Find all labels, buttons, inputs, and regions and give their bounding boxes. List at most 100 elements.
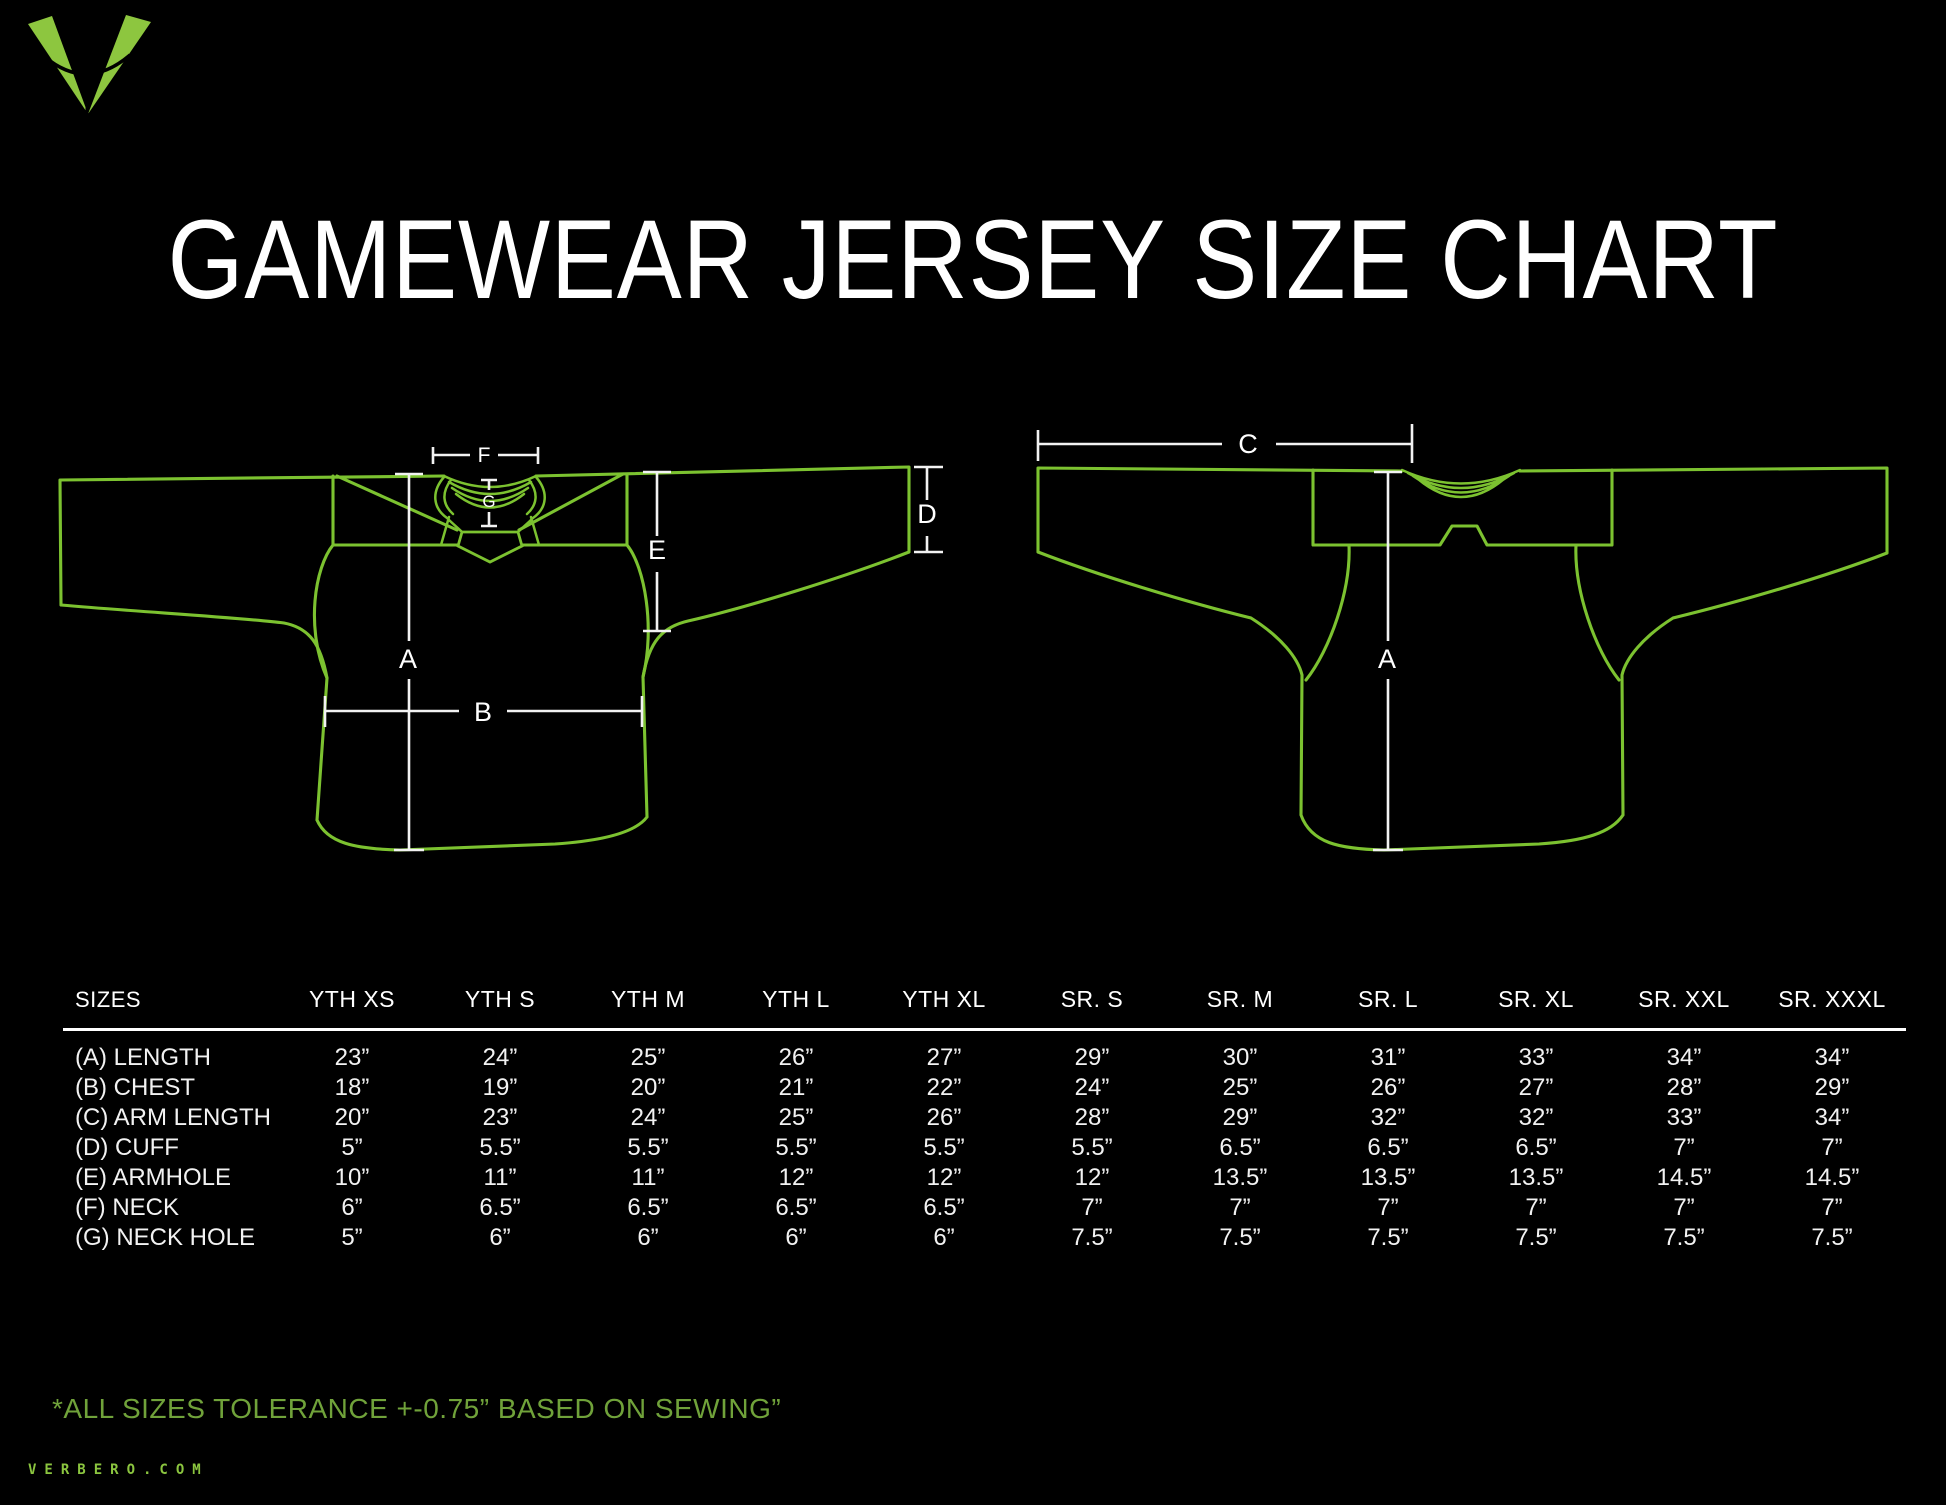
- row-label: (E) ARMHOLE: [75, 1164, 232, 1191]
- size-cell: 7”: [1673, 1134, 1695, 1161]
- size-cell: 24”: [482, 1044, 518, 1071]
- row-label: (C) ARM LENGTH: [75, 1104, 272, 1131]
- front-collar-shield: [456, 530, 524, 564]
- size-cell: 7.5”: [1663, 1224, 1705, 1251]
- size-cell: 5”: [341, 1224, 363, 1251]
- size-cell: 6.5”: [1219, 1134, 1261, 1161]
- size-cell: 26”: [926, 1104, 962, 1131]
- size-cell: 19”: [482, 1074, 518, 1101]
- size-cell: 6.5”: [479, 1194, 521, 1221]
- column-header-sizes: SIZES: [63, 986, 278, 1031]
- size-cell: 13.5”: [1360, 1164, 1416, 1191]
- cuff-measure-line: [914, 465, 943, 554]
- size-cell: 7”: [1525, 1194, 1547, 1221]
- table-row-neck: (F) NECK 6” 6.5” 6.5” 6.5” 6.5” 7” 7” 7”…: [63, 1193, 1906, 1223]
- size-table-header-row: SIZES YTH XS YTH S YTH M YTH L YTH XL SR…: [63, 986, 1906, 1031]
- size-cell: 23”: [334, 1044, 370, 1071]
- size-cell: 27”: [926, 1044, 962, 1071]
- size-cell: 34”: [1814, 1104, 1850, 1131]
- column-header: SR. XXXL: [1758, 986, 1906, 1031]
- column-header: SR. S: [1018, 986, 1166, 1031]
- neck-measure-label: F: [478, 444, 491, 467]
- size-cell: 5.5”: [923, 1134, 965, 1161]
- size-cell: 7”: [1081, 1194, 1103, 1221]
- neck-measure-line: [431, 447, 540, 464]
- column-header: YTH L: [722, 986, 870, 1031]
- table-row-cuff: (D) CUFF 5” 5.5” 5.5” 5.5” 5.5” 5.5” 6.5…: [63, 1133, 1906, 1163]
- size-cell: 28”: [1074, 1104, 1110, 1131]
- size-cell: 7”: [1673, 1194, 1695, 1221]
- table-row-neck-hole: (G) NECK HOLE 5” 6” 6” 6” 6” 7.5” 7.5” 7…: [63, 1223, 1906, 1253]
- size-cell: 30”: [1222, 1044, 1258, 1071]
- back-length-measure-line: [1373, 470, 1403, 852]
- size-cell: 18”: [334, 1074, 370, 1101]
- row-label: (G) NECK HOLE: [75, 1224, 256, 1251]
- size-cell: 7.5”: [1367, 1224, 1409, 1251]
- size-cell: 5.5”: [479, 1134, 521, 1161]
- size-cell: 6”: [637, 1224, 659, 1251]
- size-cell: 5.5”: [627, 1134, 669, 1161]
- verbero-v-logo-icon: [28, 15, 151, 114]
- front-length-measure-label: A: [399, 644, 417, 674]
- size-cell: 12”: [926, 1164, 962, 1191]
- size-cell: 5.5”: [775, 1134, 817, 1161]
- front-jersey-diagram: F G E D A B: [58, 444, 943, 852]
- table-row-chest: (B) CHEST 18” 19” 20” 21” 22” 24” 25” 26…: [63, 1073, 1906, 1103]
- size-cell: 7”: [1377, 1194, 1399, 1221]
- size-cell: 12”: [778, 1164, 814, 1191]
- size-cell: 26”: [1370, 1074, 1406, 1101]
- row-label: (D) CUFF: [75, 1134, 179, 1161]
- size-cell: 24”: [1074, 1074, 1110, 1101]
- table-row-length: (A) LENGTH 23” 24” 25” 26” 27” 29” 30” 3…: [63, 1030, 1906, 1074]
- size-cell: 6.5”: [775, 1194, 817, 1221]
- size-cell: 11”: [483, 1164, 517, 1191]
- column-header: YTH S: [426, 986, 574, 1031]
- column-header: YTH M: [574, 986, 722, 1031]
- front-length-measure-line: [394, 472, 424, 852]
- neck-hole-measure-label: G: [482, 492, 495, 511]
- size-cell: 6”: [785, 1224, 807, 1251]
- size-cell: 20”: [334, 1104, 370, 1131]
- tolerance-footnote: *ALL SIZES TOLERANCE +-0.75” BASED ON SE…: [52, 1393, 782, 1424]
- size-cell: 22”: [926, 1074, 962, 1101]
- column-header: YTH XL: [870, 986, 1018, 1031]
- size-cell: 20”: [630, 1074, 666, 1101]
- size-cell: 26”: [778, 1044, 814, 1071]
- size-cell: 6”: [341, 1194, 363, 1221]
- chest-measure-line: [323, 696, 644, 727]
- size-cell: 11”: [631, 1164, 665, 1191]
- size-cell: 6.5”: [923, 1194, 965, 1221]
- column-header: SR. XXL: [1610, 986, 1758, 1031]
- armhole-measure-label: E: [648, 535, 666, 565]
- size-cell: 7”: [1821, 1194, 1843, 1221]
- size-cell: 25”: [630, 1044, 666, 1071]
- arm-length-measure-line: [1036, 424, 1414, 463]
- column-header: SR. M: [1166, 986, 1314, 1031]
- column-header: SR. XL: [1462, 986, 1610, 1031]
- size-cell: 23”: [482, 1104, 518, 1131]
- size-table: SIZES YTH XS YTH S YTH M YTH L YTH XL SR…: [63, 986, 1906, 1253]
- back-jersey-diagram: C A: [1036, 424, 1889, 852]
- size-cell: 24”: [630, 1104, 666, 1131]
- armhole-measure-line: [643, 470, 671, 633]
- size-cell: 14.5”: [1656, 1164, 1712, 1191]
- size-cell: 7.5”: [1811, 1224, 1853, 1251]
- column-header: YTH XS: [278, 986, 426, 1031]
- front-jersey-outline: [58, 465, 911, 852]
- page-title: GAMEWEAR JERSEY SIZE CHART: [167, 197, 1779, 322]
- size-cell: 29”: [1814, 1074, 1850, 1101]
- size-cell: 29”: [1074, 1044, 1110, 1071]
- size-cell: 14.5”: [1804, 1164, 1860, 1191]
- size-cell: 13.5”: [1212, 1164, 1268, 1191]
- size-cell: 7.5”: [1071, 1224, 1113, 1251]
- size-cell: 7.5”: [1219, 1224, 1261, 1251]
- back-jersey-seams: [1304, 468, 1621, 682]
- neck-hole-measure-line: [481, 478, 497, 528]
- size-cell: 27”: [1518, 1074, 1554, 1101]
- back-jersey-outline: [1036, 466, 1889, 852]
- back-length-measure-label: A: [1378, 644, 1396, 674]
- size-cell: 28”: [1666, 1074, 1702, 1101]
- size-cell: 33”: [1518, 1044, 1554, 1071]
- size-cell: 34”: [1814, 1044, 1850, 1071]
